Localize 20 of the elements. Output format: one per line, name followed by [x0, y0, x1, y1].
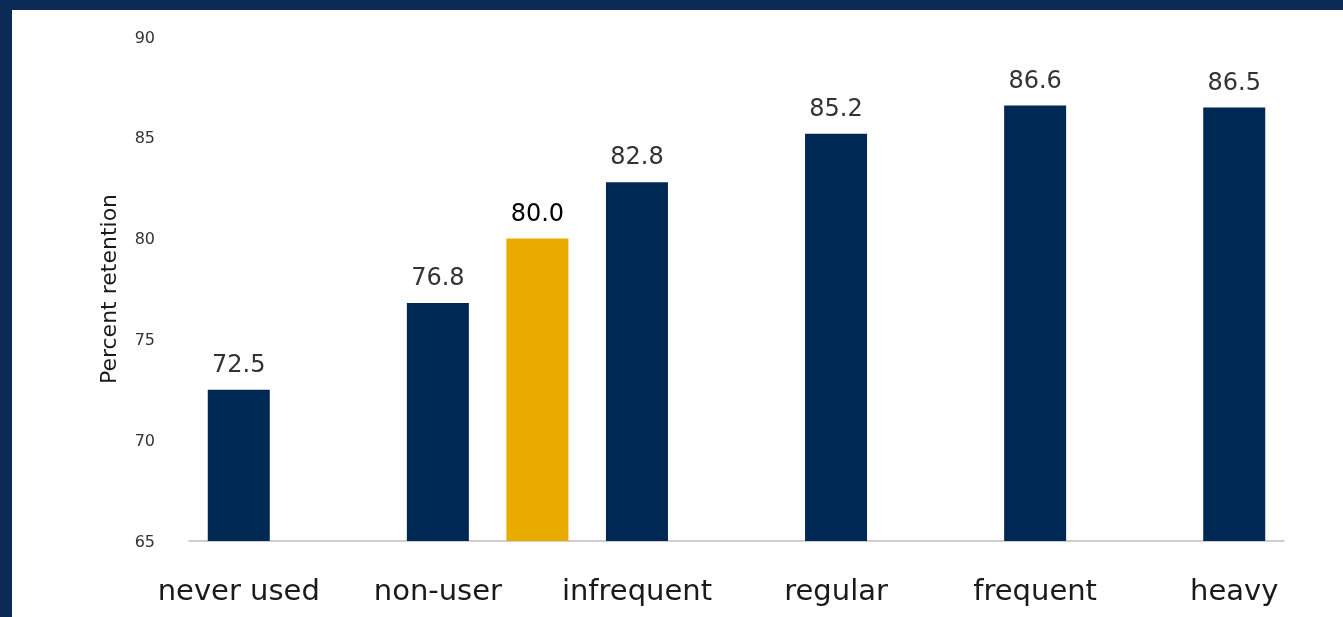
x-tick-label: regular [784, 572, 888, 607]
data-label: 85.2 [809, 93, 863, 122]
data-label: 82.8 [610, 142, 664, 171]
y-tick-label: 70 [134, 430, 155, 450]
x-tick-label: frequent [973, 572, 1097, 607]
data-label: 86.5 [1207, 67, 1261, 96]
x-tick-label: non-user [373, 572, 503, 607]
data-label: 86.6 [1008, 65, 1062, 94]
y-tick-label: 85 [134, 128, 155, 148]
y-tick-label: 80 [134, 229, 155, 249]
y-tick-label: 75 [134, 329, 155, 349]
x-tick-label: never used [157, 572, 320, 607]
x-tick-label: infrequent [561, 572, 713, 607]
data-label: 76.8 [411, 263, 465, 292]
data-label: 80.0 [510, 198, 565, 227]
x-tick-label: heavy [1190, 572, 1279, 607]
y-tick-label: 90 [134, 27, 155, 47]
y-tick-label: 65 [134, 531, 155, 551]
data-label: 72.5 [212, 349, 266, 378]
y-axis-title: Percent retention [95, 193, 121, 385]
